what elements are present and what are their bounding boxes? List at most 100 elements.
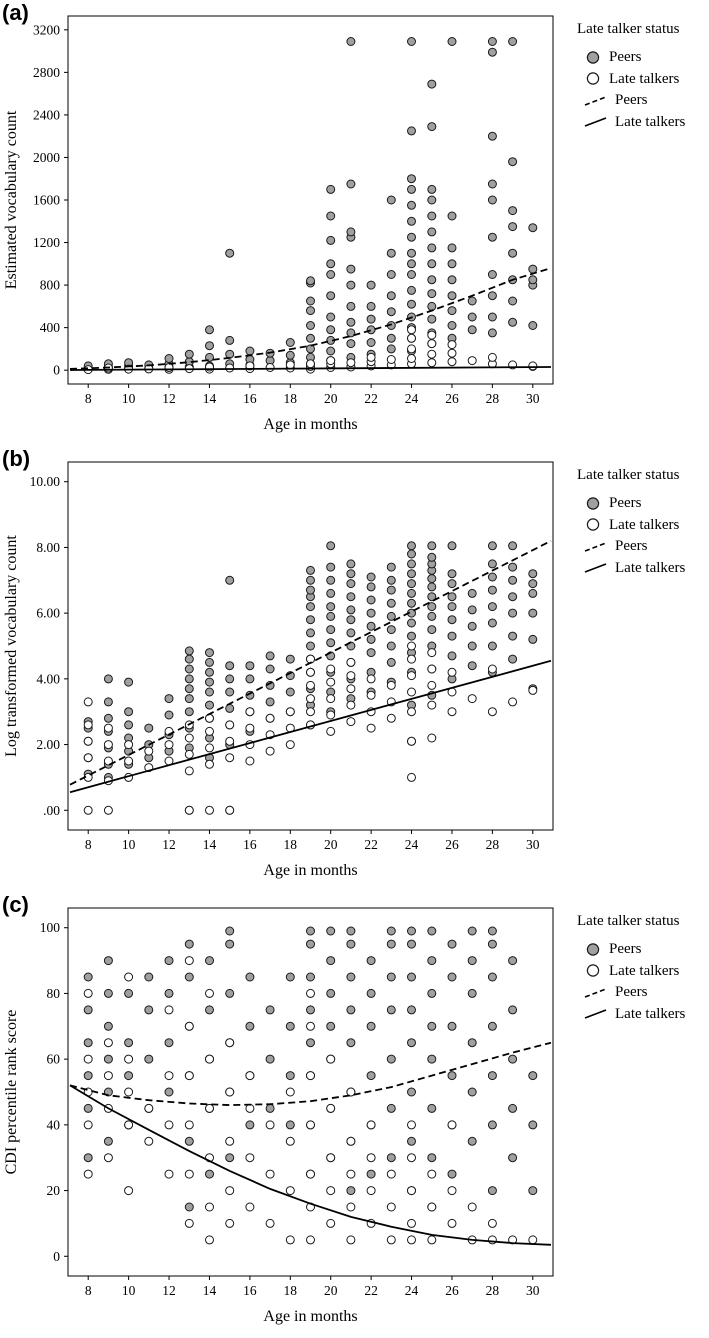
- legend-item-late-talkers-marker: Late talkers: [584, 962, 685, 981]
- svg-text:14: 14: [203, 837, 217, 852]
- svg-text:16: 16: [243, 391, 257, 406]
- svg-text:80: 80: [47, 986, 61, 1001]
- late-talker-points: [83, 641, 538, 815]
- svg-text:28: 28: [486, 391, 500, 406]
- filled-circle-icon: [586, 496, 600, 510]
- svg-text:40: 40: [47, 1117, 61, 1132]
- svg-text:20: 20: [47, 1183, 61, 1198]
- dashed-line-icon: [584, 987, 607, 998]
- panel-a: (a) 8 10 12 14 16 18 20 22 24 26 28 30 0 400 800 1200 16…: [0, 0, 709, 446]
- svg-text:3200: 3200: [33, 22, 60, 37]
- legend-item-peers-marker: Peers: [584, 940, 685, 959]
- legend: Late talker status Peers Late talkers Pe…: [577, 466, 685, 581]
- svg-text:24: 24: [405, 837, 419, 852]
- svg-text:22: 22: [364, 391, 378, 406]
- peers-points: [83, 926, 538, 1212]
- svg-text:12: 12: [162, 837, 176, 852]
- panel-b-label: (b): [2, 446, 31, 471]
- svg-text:30: 30: [526, 837, 540, 852]
- y-axis-title: CDI percentile rank score: [3, 1010, 20, 1175]
- legend-item-peers-line: Peers: [584, 983, 685, 1002]
- svg-text:.00: .00: [43, 803, 60, 818]
- y-axis: .00 2.00 4.00 6.00 8.00 10.00: [30, 474, 68, 818]
- fit-lines: [69, 1041, 552, 1246]
- svg-text:24: 24: [405, 391, 419, 406]
- x-axis: 8 10 12 14 16 18 20 22 24 26 28 30: [85, 384, 540, 406]
- scatter-plot-vocabulary-count: 8 10 12 14 16 18 20 22 24 26 28 30 0 400 800 1200 1600 20…: [3, 15, 554, 433]
- svg-text:8.00: 8.00: [36, 540, 60, 555]
- open-circle-icon: [586, 72, 600, 86]
- legend-label: Peers: [615, 538, 648, 555]
- panel-c: (c) 8 10 12 14 16 18 20 22 24 26 28 30 0 20 40 60 80 100 A…: [0, 892, 709, 1338]
- svg-text:0: 0: [53, 1249, 60, 1264]
- svg-text:28: 28: [486, 1283, 500, 1298]
- svg-text:20: 20: [324, 837, 338, 852]
- legend-label: Late talkers: [609, 70, 680, 87]
- svg-text:16: 16: [243, 1283, 257, 1298]
- scatter-plot-log-vocabulary: 8 10 12 14 16 18 20 22 24 26 28 30 .00 2.00 4.00 6.00 8.…: [3, 461, 554, 879]
- svg-text:18: 18: [284, 1283, 298, 1298]
- y-axis-title: Estimated vocabulary count: [3, 110, 20, 289]
- svg-text:20: 20: [324, 391, 338, 406]
- fit-lines: [69, 267, 552, 371]
- legend-label: Late talkers: [609, 962, 680, 979]
- legend-item-late-talkers-marker: Late talkers: [584, 70, 685, 89]
- legend-label: Peers: [615, 92, 648, 109]
- svg-text:22: 22: [364, 837, 378, 852]
- legend-item-late-talkers-line: Late talkers: [584, 1005, 685, 1024]
- svg-text:14: 14: [203, 391, 217, 406]
- svg-text:100: 100: [40, 920, 61, 935]
- legend-item-late-talkers-marker: Late talkers: [584, 516, 685, 535]
- svg-text:2400: 2400: [33, 107, 60, 122]
- svg-text:20: 20: [324, 1283, 338, 1298]
- svg-text:12: 12: [162, 1283, 176, 1298]
- solid-line-icon: [584, 563, 607, 574]
- legend-label: Late talkers: [615, 560, 686, 576]
- open-circle-icon: [586, 518, 600, 532]
- svg-text:14: 14: [203, 1283, 217, 1298]
- legend-label: Late talkers: [609, 516, 680, 533]
- svg-text:8: 8: [85, 391, 92, 406]
- svg-text:1200: 1200: [33, 235, 60, 250]
- svg-text:26: 26: [445, 391, 459, 406]
- x-axis: 8 10 12 14 16 18 20 22 24 26 28 30: [85, 1276, 540, 1298]
- legend-title: Late talker status: [577, 21, 680, 37]
- svg-text:18: 18: [284, 391, 298, 406]
- y-axis: 0 20 40 60 80 100: [40, 920, 68, 1264]
- filled-circle-icon: [586, 942, 600, 956]
- dashed-line-icon: [584, 95, 607, 106]
- svg-text:12: 12: [162, 391, 176, 406]
- legend-item-peers-marker: Peers: [584, 48, 685, 67]
- x-axis-title: Age in months: [263, 416, 357, 433]
- legend-label: Peers: [609, 494, 642, 511]
- panel-c-label: (c): [2, 892, 29, 917]
- y-axis-title: Log transformed vocabulary count: [3, 535, 20, 757]
- svg-text:10: 10: [122, 391, 136, 406]
- late-talker-points: [83, 956, 538, 1245]
- svg-text:30: 30: [526, 391, 540, 406]
- legend-label: Late talkers: [615, 1006, 686, 1022]
- svg-text:22: 22: [364, 1283, 378, 1298]
- svg-text:6.00: 6.00: [36, 606, 60, 621]
- svg-text:26: 26: [445, 1283, 459, 1298]
- svg-text:18: 18: [284, 837, 298, 852]
- svg-text:60: 60: [47, 1052, 61, 1067]
- svg-text:400: 400: [40, 320, 61, 335]
- legend-item-late-talkers-line: Late talkers: [584, 559, 685, 578]
- svg-text:8: 8: [85, 1283, 92, 1298]
- svg-text:8: 8: [85, 837, 92, 852]
- svg-text:2.00: 2.00: [36, 737, 60, 752]
- legend: Late talker status Peers Late talkers Pe…: [577, 20, 685, 135]
- svg-text:24: 24: [405, 1283, 419, 1298]
- y-axis: 0 400 800 1200 1600 2000 2400 2800 3200: [33, 22, 68, 378]
- legend-item-late-talkers-line: Late talkers: [584, 113, 685, 132]
- solid-line-icon: [584, 117, 607, 128]
- svg-text:26: 26: [445, 837, 459, 852]
- x-axis-title: Age in months: [263, 1308, 357, 1325]
- legend-label: Peers: [615, 984, 648, 1001]
- panel-b: (b) 8 10 12 14 16 18 20 22 24 26 28 30 .00 2.00 4.00 6.…: [0, 446, 709, 892]
- legend-title: Late talker status: [577, 913, 680, 929]
- svg-text:10: 10: [122, 837, 136, 852]
- svg-text:1600: 1600: [33, 193, 60, 208]
